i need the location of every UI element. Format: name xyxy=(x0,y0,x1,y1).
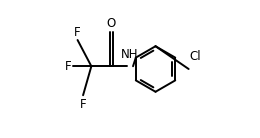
Text: O: O xyxy=(107,17,116,30)
Text: F: F xyxy=(74,26,80,39)
Text: Cl: Cl xyxy=(189,51,201,63)
Text: F: F xyxy=(80,98,86,111)
Text: NH: NH xyxy=(121,48,139,61)
Text: F: F xyxy=(65,60,71,73)
